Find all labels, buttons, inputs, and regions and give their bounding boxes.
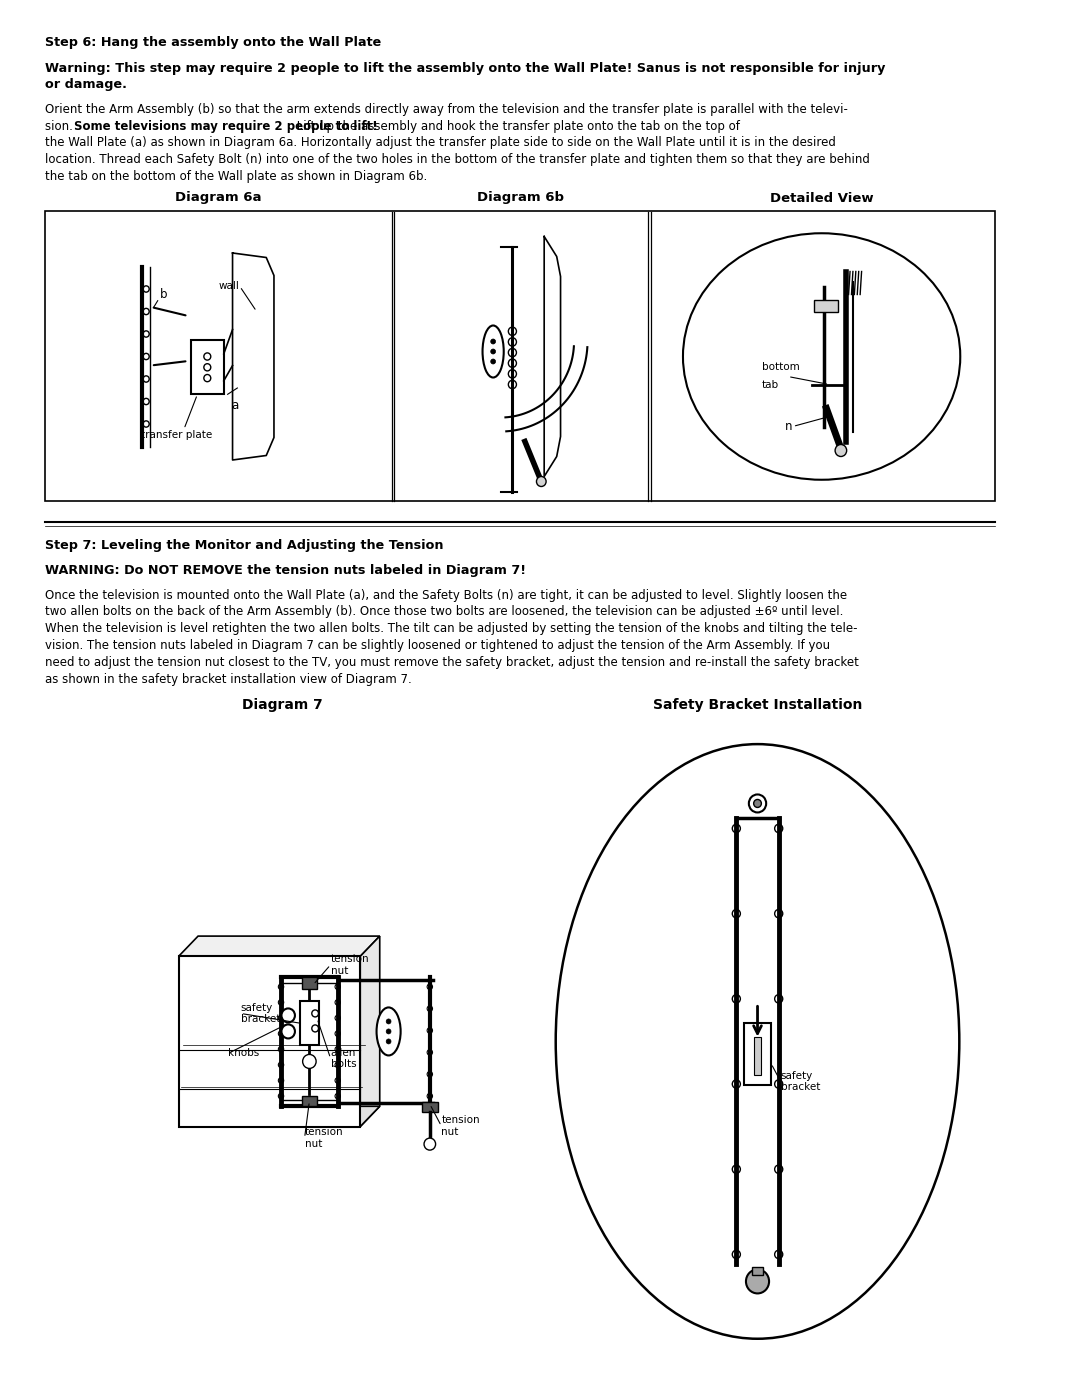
Text: Some televisions may require 2 people to lift!: Some televisions may require 2 people to…: [73, 120, 378, 133]
Text: tension
nut: tension nut: [442, 1115, 480, 1137]
Polygon shape: [178, 1106, 380, 1126]
Bar: [744, 1024, 771, 1085]
Text: WARNING: Do NOT REMOVE the tension nuts labeled in Diagram 7!: WARNING: Do NOT REMOVE the tension nuts …: [45, 564, 526, 577]
Text: need to adjust the tension nut closest to the TV, you must remove the safety bra: need to adjust the tension nut closest t…: [45, 655, 860, 669]
Circle shape: [387, 1018, 391, 1024]
Text: knobs: knobs: [228, 1048, 259, 1059]
Text: safety
bracket: safety bracket: [241, 1003, 280, 1024]
Ellipse shape: [483, 326, 503, 377]
Circle shape: [387, 1039, 391, 1044]
Polygon shape: [232, 253, 274, 460]
Ellipse shape: [683, 233, 960, 479]
Circle shape: [282, 1009, 295, 1023]
Text: two allen bolts on the back of the Arm Assembly (b). Once those two bolts are lo: two allen bolts on the back of the Arm A…: [45, 605, 843, 619]
Text: tab: tab: [761, 380, 779, 391]
Text: n: n: [785, 420, 793, 433]
Bar: [754, 1038, 761, 1076]
Circle shape: [748, 795, 766, 813]
Text: sion.: sion.: [45, 120, 77, 133]
Text: the Wall Plate (a) as shown in Diagram 6a. Horizontally adjust the transfer plat: the Wall Plate (a) as shown in Diagram 6…: [45, 137, 836, 149]
Polygon shape: [361, 936, 380, 1126]
Polygon shape: [178, 936, 380, 957]
Text: the tab on the bottom of the Wall plate as shown in Diagram 6b.: the tab on the bottom of the Wall plate …: [45, 170, 428, 183]
Ellipse shape: [377, 1007, 401, 1056]
Text: Step 6: Hang the assembly onto the Wall Plate: Step 6: Hang the assembly onto the Wall …: [45, 36, 381, 49]
Text: a: a: [231, 400, 239, 412]
Circle shape: [754, 799, 761, 807]
Text: transfer plate: transfer plate: [140, 430, 212, 440]
Text: Diagram 7: Diagram 7: [242, 698, 323, 712]
Text: tension
nut: tension nut: [305, 1127, 343, 1148]
Bar: [301, 977, 318, 989]
Text: tension
nut: tension nut: [330, 954, 369, 975]
Bar: [300, 1002, 319, 1045]
Text: Warning: This step may require 2 people to lift the assembly onto the Wall Plate: Warning: This step may require 2 people …: [45, 61, 886, 74]
Text: bottom: bottom: [761, 362, 799, 373]
Bar: [45, 211, 995, 502]
Bar: [178, 957, 361, 1126]
Circle shape: [835, 444, 847, 457]
Circle shape: [490, 339, 496, 344]
Bar: [301, 1097, 318, 1106]
Text: Diagram 6a: Diagram 6a: [175, 191, 261, 204]
Circle shape: [537, 476, 546, 486]
Bar: [814, 299, 838, 312]
Text: as shown in the safety bracket installation view of Diagram 7.: as shown in the safety bracket installat…: [45, 672, 411, 686]
Bar: [422, 1102, 437, 1112]
Text: Detailed View: Detailed View: [770, 191, 874, 204]
Circle shape: [282, 1024, 295, 1038]
Bar: [752, 1267, 764, 1275]
Text: or damage.: or damage.: [45, 78, 127, 91]
Circle shape: [490, 349, 496, 353]
Text: Lift up the assembly and hook the transfer plate onto the tab on the top of: Lift up the assembly and hook the transf…: [293, 120, 740, 133]
Bar: [191, 341, 224, 394]
Text: Safety Bracket Installation: Safety Bracket Installation: [652, 698, 862, 712]
Polygon shape: [544, 236, 561, 476]
Circle shape: [746, 1270, 769, 1294]
Text: allen
bolts: allen bolts: [330, 1048, 356, 1069]
Text: Once the television is mounted onto the Wall Plate (a), and the Safety Bolts (n): Once the television is mounted onto the …: [45, 588, 848, 602]
Circle shape: [387, 1030, 391, 1034]
Text: Step 7: Leveling the Monitor and Adjusting the Tension: Step 7: Leveling the Monitor and Adjusti…: [45, 539, 444, 552]
Text: Orient the Arm Assembly (b) so that the arm extends directly away from the telev: Orient the Arm Assembly (b) so that the …: [45, 103, 848, 116]
Circle shape: [490, 359, 496, 365]
Text: b: b: [160, 288, 167, 300]
Ellipse shape: [556, 745, 959, 1338]
Text: When the television is level retighten the two allen bolts. The tilt can be adju: When the television is level retighten t…: [45, 622, 858, 636]
Text: Diagram 6b: Diagram 6b: [476, 191, 564, 204]
Text: vision. The tension nuts labeled in Diagram 7 can be slightly loosened or tighte: vision. The tension nuts labeled in Diag…: [45, 638, 831, 652]
Circle shape: [302, 1055, 316, 1069]
Circle shape: [424, 1139, 435, 1150]
Text: safety
bracket: safety bracket: [781, 1070, 820, 1092]
Text: wall: wall: [218, 281, 240, 292]
Text: location. Thread each Safety Bolt (n) into one of the two holes in the bottom of: location. Thread each Safety Bolt (n) in…: [45, 154, 870, 166]
